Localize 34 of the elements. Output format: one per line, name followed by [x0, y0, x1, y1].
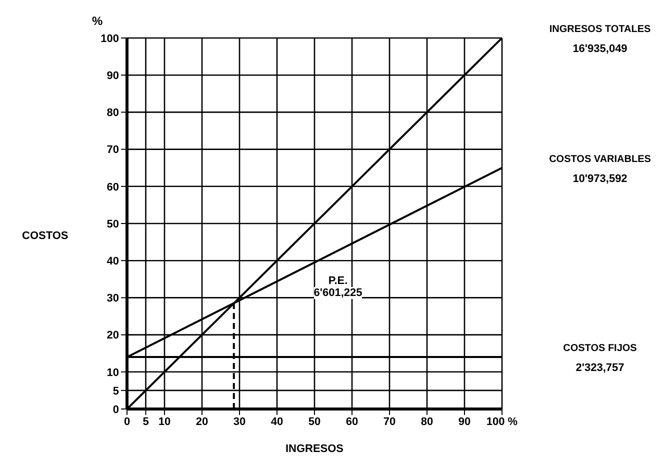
- text: %: [92, 14, 103, 28]
- y-axis-title: COSTOS: [22, 230, 68, 242]
- x-tick-label: 50: [308, 416, 321, 428]
- text: COSTOS VARIABLES: [549, 154, 652, 165]
- x-tick-label: 60: [346, 416, 358, 428]
- y-tick-label: 10: [106, 366, 119, 379]
- y-tick-label: 60: [106, 181, 119, 194]
- x-tick-label: 30: [233, 416, 246, 428]
- text: COSTOS FIJOS: [563, 343, 638, 354]
- annotation: P.E. 6'601,225: [314, 275, 362, 299]
- x-tick-label: 10: [158, 416, 171, 428]
- text: 2'323,757: [576, 362, 624, 374]
- x-tick-label: 100 %: [486, 416, 518, 428]
- text: INGRESOS TOTALES: [549, 24, 651, 35]
- y-tick-label: 90: [106, 70, 119, 82]
- y-tick-label: 0: [112, 404, 119, 416]
- x-tick-label: 20: [196, 416, 208, 428]
- y-tick-label: 5: [112, 385, 119, 398]
- x-tick-label: 5: [142, 416, 149, 428]
- x-tick-label: 90: [458, 416, 471, 428]
- y-tick-label: 100: [100, 32, 119, 45]
- x-tick-label: 70: [383, 416, 396, 428]
- y-tick-label: 80: [106, 107, 119, 120]
- y-tick-label: 40: [106, 256, 119, 268]
- y-tick-label: 50: [106, 218, 119, 230]
- text: 16'935,049: [572, 43, 628, 55]
- text: 10'973,592: [572, 172, 628, 185]
- x-tick-label: 40: [270, 416, 284, 428]
- y-tick-label: 20: [106, 330, 119, 342]
- x-tick-label: 0: [124, 416, 130, 428]
- y-tick-label: 30: [106, 292, 119, 305]
- x-tick-label: 80: [420, 416, 434, 428]
- x-axis-title: INGRESOS: [285, 443, 344, 455]
- y-tick-label: 70: [106, 144, 119, 156]
